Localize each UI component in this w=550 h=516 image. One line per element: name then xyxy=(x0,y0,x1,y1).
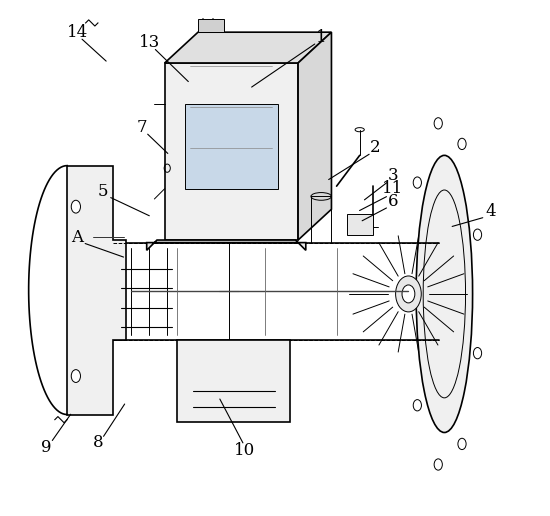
Text: 5: 5 xyxy=(98,183,108,200)
Ellipse shape xyxy=(413,399,421,411)
Ellipse shape xyxy=(458,438,466,449)
Text: 7: 7 xyxy=(136,119,147,136)
Text: 8: 8 xyxy=(92,434,103,452)
Polygon shape xyxy=(67,166,126,414)
Bar xyxy=(198,20,224,32)
Ellipse shape xyxy=(395,276,421,312)
Ellipse shape xyxy=(434,459,442,470)
Ellipse shape xyxy=(72,200,80,213)
Text: 4: 4 xyxy=(485,203,496,220)
Polygon shape xyxy=(147,240,306,250)
Ellipse shape xyxy=(434,118,442,129)
Polygon shape xyxy=(164,63,298,240)
Text: 3: 3 xyxy=(388,167,398,184)
Ellipse shape xyxy=(458,138,466,150)
Ellipse shape xyxy=(72,369,80,382)
Polygon shape xyxy=(178,340,290,422)
Text: 6: 6 xyxy=(388,193,398,210)
Text: 2: 2 xyxy=(370,139,381,156)
Text: 10: 10 xyxy=(234,442,255,459)
Text: 11: 11 xyxy=(382,180,404,197)
Ellipse shape xyxy=(474,347,482,359)
Text: 13: 13 xyxy=(139,34,160,51)
Ellipse shape xyxy=(413,177,421,188)
Ellipse shape xyxy=(474,229,482,240)
Bar xyxy=(347,214,372,235)
Text: 14: 14 xyxy=(67,24,88,41)
Text: 9: 9 xyxy=(41,440,52,456)
Ellipse shape xyxy=(94,243,117,340)
Bar xyxy=(185,104,278,189)
Polygon shape xyxy=(298,32,332,240)
Ellipse shape xyxy=(402,285,415,303)
Text: A: A xyxy=(72,229,84,246)
Polygon shape xyxy=(164,32,332,63)
Text: 1: 1 xyxy=(316,29,327,46)
Ellipse shape xyxy=(416,155,472,432)
